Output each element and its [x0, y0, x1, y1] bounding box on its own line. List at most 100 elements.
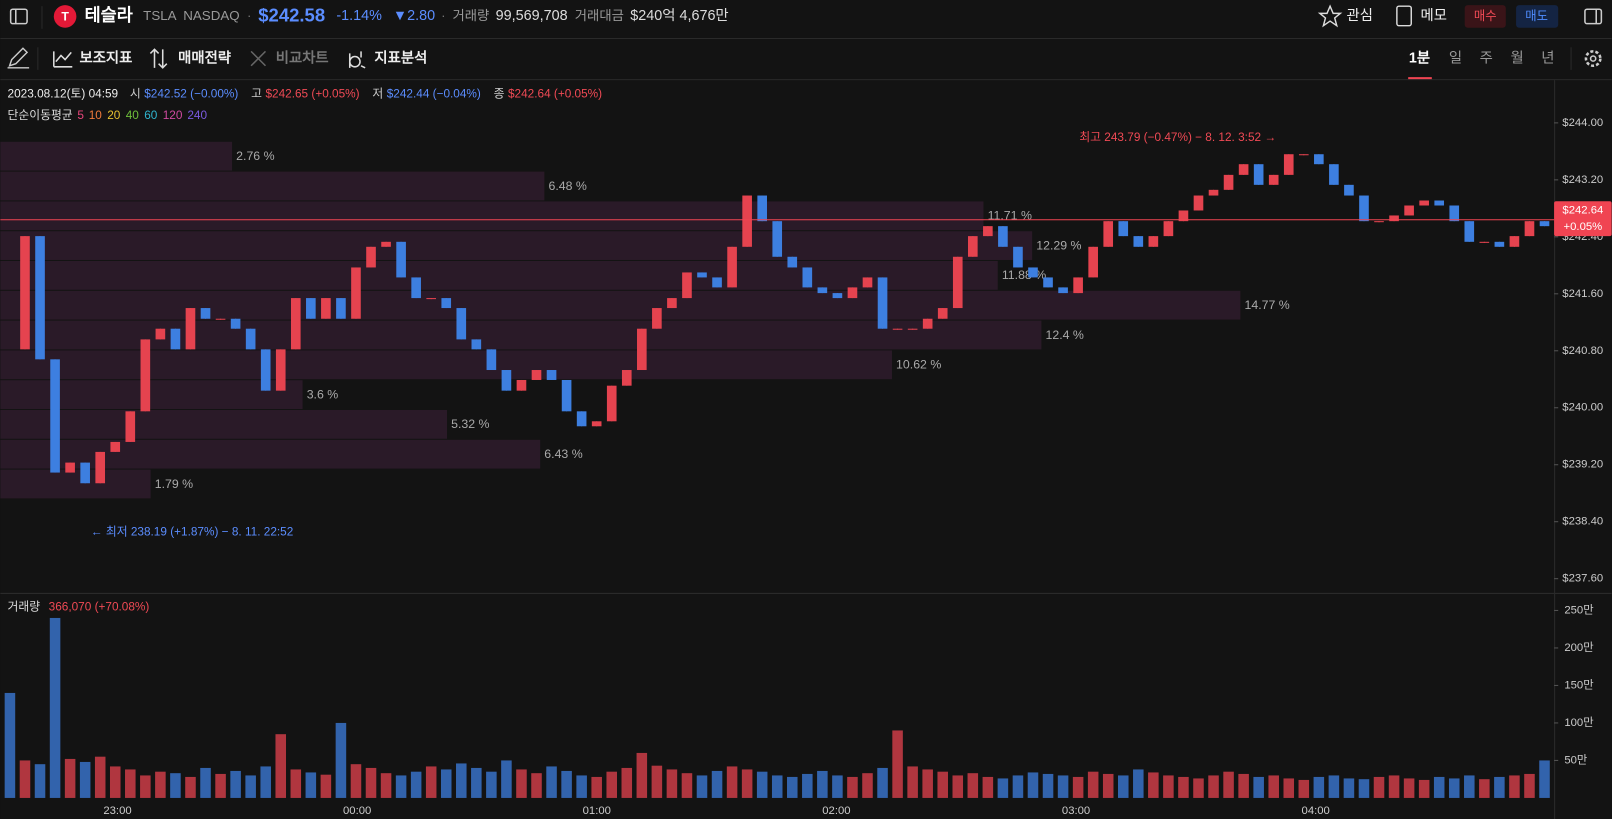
candle-body	[200, 308, 211, 319]
period-tab[interactable]: 년	[1541, 49, 1554, 66]
candle-body	[1253, 164, 1264, 185]
volume-title: 거래량	[8, 599, 41, 613]
panel-toggle[interactable]	[1584, 8, 1603, 25]
profile-bar	[0, 141, 233, 171]
volume-bar	[1027, 772, 1039, 798]
candle-body	[742, 195, 752, 247]
volume-bar	[1148, 772, 1159, 798]
candle-body	[1103, 221, 1114, 247]
ma-period: 5	[77, 108, 84, 122]
candle-body	[95, 451, 106, 484]
high-note: 최고 243.79 (−0.47%) − 8. 12. 3:52 →	[1079, 130, 1276, 144]
buy-button[interactable]: 매수	[1474, 9, 1497, 23]
candle-body	[351, 267, 361, 319]
period-tab[interactable]: 월	[1510, 49, 1523, 66]
candle-body	[140, 339, 151, 412]
candle-body	[366, 246, 376, 268]
change-pct: -1.14%	[336, 8, 382, 24]
volume-bar	[275, 734, 287, 798]
volume-bar	[576, 775, 587, 798]
sell-button[interactable]: 매도	[1525, 9, 1548, 23]
candle-body	[1193, 195, 1204, 211]
ma-legend-label: 단순이동평균	[8, 108, 73, 122]
candle-body	[516, 379, 527, 391]
candle-body	[1028, 267, 1038, 278]
toolbar-item[interactable]: 지표분석	[374, 48, 427, 66]
volume-bar	[922, 769, 933, 798]
volume-bar	[1238, 773, 1249, 798]
candle-body	[260, 349, 271, 391]
volume-bar	[1373, 776, 1385, 798]
info-low: $242.44 (−0.04%)	[387, 87, 481, 101]
volume-bar	[245, 775, 256, 798]
volume-bar	[756, 771, 768, 798]
volume-bar	[260, 766, 271, 798]
candle-body	[125, 411, 136, 442]
volume-bar	[19, 760, 31, 798]
period-tab[interactable]: 일	[1449, 49, 1462, 66]
volume-bar	[1418, 779, 1430, 798]
volume-bar	[787, 776, 798, 798]
settings-icon[interactable]	[1584, 50, 1602, 68]
candle-body	[1298, 154, 1309, 156]
volume-bar	[696, 775, 708, 798]
profile-label: 11.88 %	[1002, 268, 1046, 282]
candle-body	[290, 298, 301, 350]
memo-icon	[1396, 5, 1412, 27]
profile-label: 14.77 %	[1244, 298, 1289, 312]
volume-bar	[726, 766, 738, 798]
profile-label: 5.32 %	[451, 417, 489, 431]
volume-bar	[651, 765, 663, 798]
volume-bar	[531, 773, 542, 798]
volume-bar	[1479, 779, 1490, 798]
volume-bar	[290, 769, 302, 798]
volume-bar	[1253, 776, 1264, 798]
info-label: 종	[494, 87, 505, 101]
draw-icon[interactable]	[7, 47, 30, 69]
y-tick-label: $239.20	[1562, 459, 1603, 471]
memo-button[interactable]: 메모	[1421, 7, 1447, 24]
volume-bar	[1178, 776, 1189, 798]
candle-body	[1314, 154, 1324, 165]
volume-bar	[561, 770, 572, 798]
volume-bar	[1102, 773, 1114, 798]
candle-body	[185, 308, 196, 350]
candle-body	[832, 293, 843, 299]
toolbar-item[interactable]: 보조지표	[79, 49, 132, 66]
stock-name: 테슬라	[85, 5, 133, 25]
icon-part	[1589, 55, 1597, 62]
candle-body	[546, 370, 557, 380]
candle-body	[1088, 246, 1098, 278]
y-tick-label: $244.00	[1562, 117, 1603, 129]
sidebar-toggle[interactable]	[9, 8, 28, 25]
volume-bar	[832, 775, 843, 798]
sell-button-bg[interactable]	[1516, 5, 1559, 28]
volume-bar	[215, 773, 226, 798]
volume-bar	[109, 766, 121, 798]
last-price-tag	[1554, 201, 1612, 237]
period-tab[interactable]: 주	[1480, 50, 1493, 66]
volume-last: 366,070 (+70.08%)	[49, 599, 150, 613]
candle-body	[1013, 246, 1023, 268]
toolbar-item[interactable]: 비교차트	[276, 49, 329, 66]
period-tab[interactable]: 1분	[1409, 49, 1430, 66]
volume-bar	[125, 769, 136, 798]
candle-body	[471, 339, 482, 350]
watch-button[interactable]: 관심	[1347, 7, 1373, 24]
buy-button-bg[interactable]	[1464, 5, 1506, 28]
low-note: ← 최저 238.19 (+1.87%) − 8. 11. 22:52	[91, 524, 293, 538]
candle-body	[591, 421, 602, 427]
candle-body	[501, 370, 512, 391]
volume-bar	[1268, 775, 1279, 798]
ma-period: 10	[89, 108, 103, 122]
toolbar-item[interactable]: 매매전략	[178, 48, 232, 66]
volume-bar	[34, 764, 46, 798]
candle-body	[306, 298, 316, 319]
volume-bar	[155, 771, 166, 798]
candle-body	[606, 385, 617, 422]
candle-body	[817, 287, 828, 294]
candle-body	[1509, 236, 1520, 247]
change: ▼2.80	[393, 8, 435, 24]
